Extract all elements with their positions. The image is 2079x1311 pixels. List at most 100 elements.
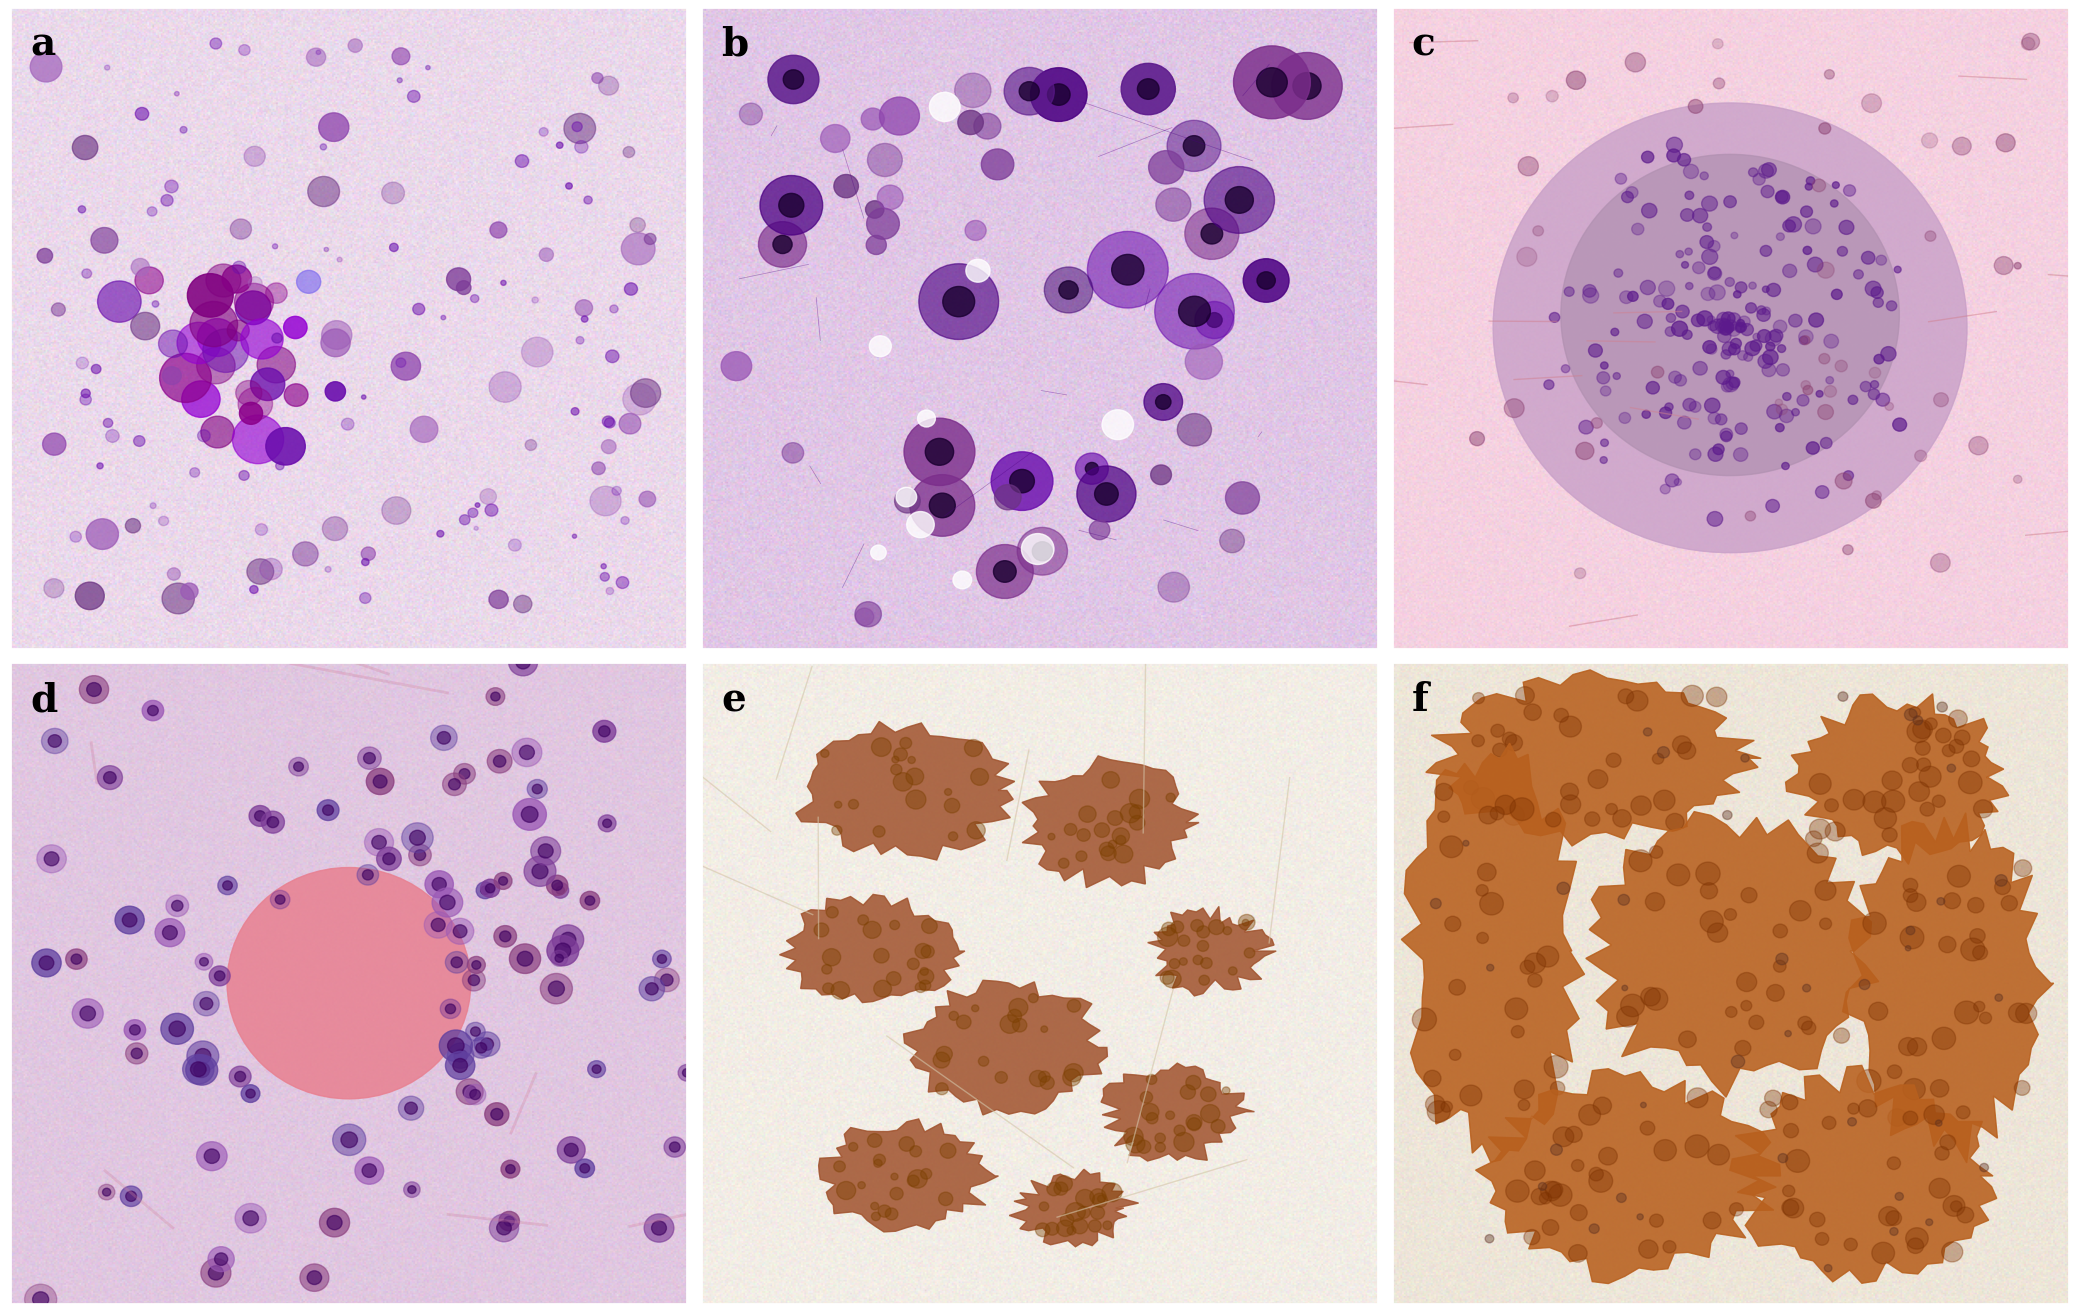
Circle shape xyxy=(1674,375,1686,385)
Circle shape xyxy=(651,1221,667,1235)
Circle shape xyxy=(1838,692,1848,701)
Circle shape xyxy=(873,1154,886,1165)
Circle shape xyxy=(1626,52,1644,72)
Circle shape xyxy=(1021,534,1054,565)
Circle shape xyxy=(588,1061,605,1078)
Circle shape xyxy=(198,347,235,384)
Circle shape xyxy=(1701,236,1713,249)
Circle shape xyxy=(37,844,67,873)
Circle shape xyxy=(1798,1016,1813,1030)
Circle shape xyxy=(1067,999,1081,1012)
Circle shape xyxy=(277,461,285,469)
Circle shape xyxy=(1574,568,1586,578)
Circle shape xyxy=(341,1131,358,1147)
Circle shape xyxy=(1514,1080,1534,1099)
Circle shape xyxy=(1593,1097,1611,1114)
Circle shape xyxy=(391,353,420,380)
Circle shape xyxy=(911,1146,921,1156)
Circle shape xyxy=(1102,1183,1123,1202)
Circle shape xyxy=(1819,918,1832,929)
Circle shape xyxy=(98,766,123,789)
Circle shape xyxy=(1944,1196,1965,1217)
Circle shape xyxy=(744,1023,755,1032)
Text: d: d xyxy=(31,682,58,720)
Circle shape xyxy=(1062,1068,1081,1086)
Circle shape xyxy=(599,815,615,831)
Circle shape xyxy=(1817,405,1834,420)
Circle shape xyxy=(1950,739,1965,754)
Circle shape xyxy=(486,750,511,773)
Circle shape xyxy=(358,865,378,885)
Circle shape xyxy=(1524,1162,1545,1180)
Circle shape xyxy=(1588,1167,1603,1181)
Circle shape xyxy=(1792,409,1798,416)
Circle shape xyxy=(200,998,212,1009)
Circle shape xyxy=(447,918,474,944)
Circle shape xyxy=(578,631,593,645)
Circle shape xyxy=(1692,262,1705,274)
Circle shape xyxy=(524,856,555,886)
Circle shape xyxy=(1156,1142,1166,1152)
Circle shape xyxy=(497,1221,511,1235)
Circle shape xyxy=(871,545,886,560)
Circle shape xyxy=(1763,307,1771,315)
Circle shape xyxy=(285,617,293,625)
Circle shape xyxy=(457,281,472,295)
Circle shape xyxy=(181,382,220,417)
Circle shape xyxy=(1040,1202,1048,1211)
Circle shape xyxy=(389,244,399,252)
Circle shape xyxy=(1805,184,1813,190)
Circle shape xyxy=(967,260,990,282)
Circle shape xyxy=(430,725,457,750)
Circle shape xyxy=(538,127,549,136)
Circle shape xyxy=(516,656,530,669)
Circle shape xyxy=(1162,922,1177,936)
Circle shape xyxy=(1505,734,1522,751)
Circle shape xyxy=(1842,545,1852,555)
Circle shape xyxy=(1809,1213,1825,1227)
Circle shape xyxy=(1686,1135,1709,1158)
Circle shape xyxy=(1696,863,1719,885)
Circle shape xyxy=(374,775,387,788)
Circle shape xyxy=(1160,971,1175,985)
Circle shape xyxy=(767,55,819,104)
Circle shape xyxy=(1048,84,1071,105)
Circle shape xyxy=(549,981,563,996)
Circle shape xyxy=(1536,947,1559,968)
Circle shape xyxy=(322,517,347,540)
Circle shape xyxy=(547,936,578,966)
Circle shape xyxy=(1538,1193,1551,1203)
Circle shape xyxy=(1476,885,1489,895)
Circle shape xyxy=(407,1185,416,1193)
Circle shape xyxy=(306,49,326,67)
Circle shape xyxy=(1100,846,1116,860)
Circle shape xyxy=(148,207,158,216)
Circle shape xyxy=(1904,945,1911,950)
Circle shape xyxy=(1886,1210,1902,1226)
Circle shape xyxy=(1780,409,1794,422)
Circle shape xyxy=(1605,804,1617,814)
Circle shape xyxy=(1430,898,1441,909)
Circle shape xyxy=(1545,1055,1568,1078)
Circle shape xyxy=(187,1041,218,1071)
Circle shape xyxy=(249,586,258,594)
Circle shape xyxy=(1707,343,1717,354)
Circle shape xyxy=(532,864,549,878)
Circle shape xyxy=(1859,979,1869,990)
Circle shape xyxy=(1844,471,1854,480)
Circle shape xyxy=(873,826,886,838)
Circle shape xyxy=(1185,208,1239,260)
Circle shape xyxy=(208,1265,222,1280)
Circle shape xyxy=(948,832,958,840)
Circle shape xyxy=(1790,901,1811,920)
Circle shape xyxy=(347,616,364,632)
Circle shape xyxy=(44,578,64,598)
Circle shape xyxy=(1730,1202,1744,1215)
Circle shape xyxy=(187,274,233,317)
Circle shape xyxy=(644,983,659,995)
Circle shape xyxy=(1102,1221,1112,1230)
Circle shape xyxy=(441,895,455,910)
Circle shape xyxy=(1721,342,1736,355)
Circle shape xyxy=(1950,1201,1963,1211)
Circle shape xyxy=(1721,350,1732,359)
